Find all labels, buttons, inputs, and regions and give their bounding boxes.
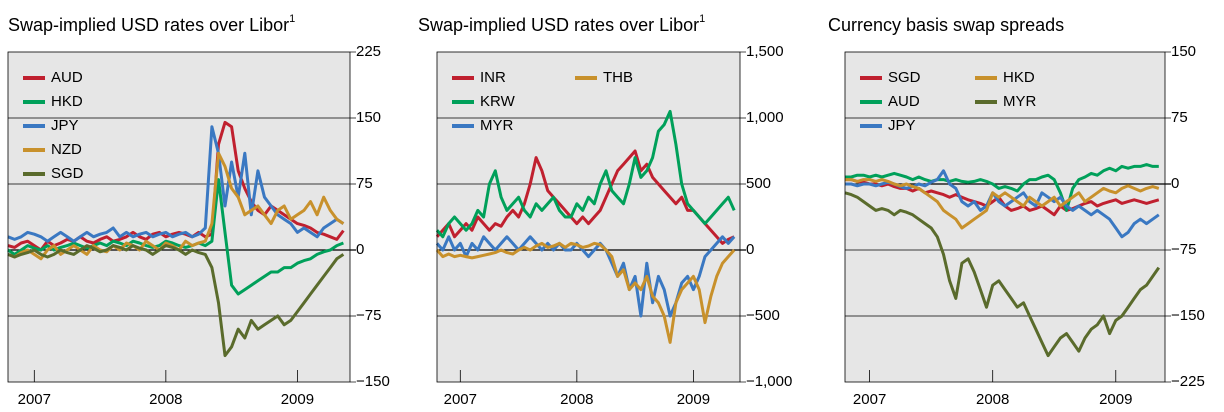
legend-label: JPY <box>51 117 79 134</box>
data-line <box>435 109 736 239</box>
x-tick-label: 2009 <box>1099 391 1132 408</box>
x-tick-label: 2007 <box>444 391 477 408</box>
x-tick-label: 2008 <box>976 391 1009 408</box>
y-tick-label: 500 <box>746 175 771 192</box>
y-tick-label: −225 <box>1171 373 1205 390</box>
legend-label: MYR <box>480 117 514 134</box>
y-tick-label: 0 <box>356 241 364 258</box>
y-tick-label: 1,500 <box>746 43 784 60</box>
data-line <box>435 241 736 344</box>
x-tick-label: 2007 <box>853 391 886 408</box>
plot-border <box>844 51 1166 383</box>
legend-label: MYR <box>1003 93 1037 110</box>
y-tick-label: 1,000 <box>746 109 784 126</box>
legend-label: JPY <box>888 117 916 134</box>
chart-title: Swap-implied USD rates over Libor1 <box>8 13 295 35</box>
title-note: 1 <box>289 13 295 25</box>
legend-label: KRW <box>480 93 516 110</box>
legend-label: AUD <box>51 69 83 86</box>
y-tick-label: 0 <box>746 241 754 258</box>
data-line <box>845 163 1159 212</box>
chart-title: Currency basis swap spreads <box>828 15 1064 35</box>
y-tick-label: −75 <box>356 307 381 324</box>
x-tick-label: 2008 <box>560 391 593 408</box>
plot-area <box>437 52 740 382</box>
data-line <box>435 235 736 318</box>
y-tick-label: 150 <box>356 109 381 126</box>
legend-label: AUD <box>888 93 920 110</box>
x-tick-label: 2009 <box>281 391 314 408</box>
data-line <box>845 178 1160 230</box>
x-tick-label: 2007 <box>18 391 51 408</box>
y-tick-label: 75 <box>1171 109 1188 126</box>
x-tick-label: 2008 <box>149 391 182 408</box>
data-line <box>7 244 345 358</box>
legend-label: SGD <box>888 69 921 86</box>
legend-label: THB <box>603 69 633 86</box>
y-tick-label: −150 <box>356 373 390 390</box>
y-tick-label: 75 <box>356 175 373 192</box>
y-tick-label: −1,000 <box>746 373 792 390</box>
legend-label: HKD <box>51 93 83 110</box>
y-tick-label: 150 <box>1171 43 1196 60</box>
data-line <box>7 125 345 243</box>
y-tick-label: −500 <box>746 307 780 324</box>
y-tick-label: 0 <box>1171 175 1179 192</box>
legend-label: HKD <box>1003 69 1035 86</box>
title-note: 1 <box>699 13 705 25</box>
data-line <box>435 149 735 245</box>
data-line <box>7 178 344 296</box>
x-tick-label: 2009 <box>677 391 710 408</box>
title-text: Swap-implied USD rates over Libor <box>8 15 289 35</box>
legend-label: NZD <box>51 141 82 158</box>
data-line <box>844 191 1161 358</box>
chart-title: Swap-implied USD rates over Libor1 <box>418 13 705 35</box>
plot-border <box>436 51 741 383</box>
y-tick-label: −150 <box>1171 307 1205 324</box>
data-line <box>7 120 345 252</box>
legend-label: SGD <box>51 165 84 182</box>
y-tick-label: 225 <box>356 43 381 60</box>
title-text: Swap-implied USD rates over Libor <box>418 15 699 35</box>
y-tick-label: −75 <box>1171 241 1196 258</box>
plot-border <box>7 51 351 383</box>
legend-label: INR <box>480 69 506 86</box>
data-line <box>845 178 1160 217</box>
